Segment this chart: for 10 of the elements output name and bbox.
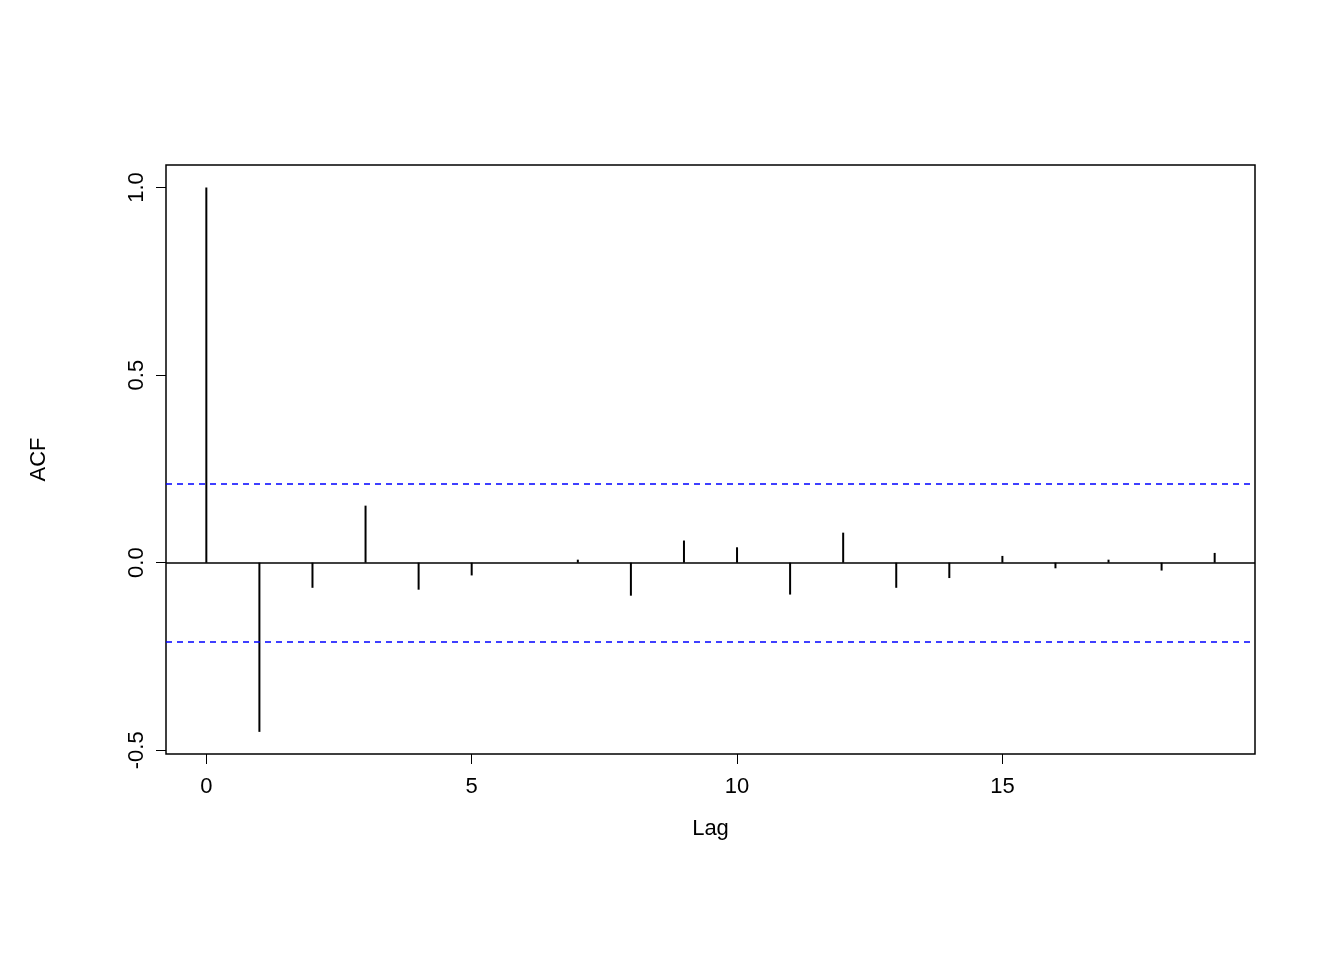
- x-tick-label: 5: [465, 772, 478, 798]
- y-tick-label: -0.5: [122, 731, 148, 770]
- y-tick-label: 0.0: [122, 547, 148, 578]
- y-tick-label: 1.0: [122, 172, 148, 203]
- x-tick-label: 0: [200, 772, 213, 798]
- x-tick-label: 15: [990, 772, 1015, 798]
- x-tick-label: 10: [724, 772, 750, 798]
- y-tick-label: 0.5: [122, 359, 148, 391]
- y-axis-title: ACF: [24, 437, 50, 482]
- x-axis-title: Lag: [692, 814, 729, 840]
